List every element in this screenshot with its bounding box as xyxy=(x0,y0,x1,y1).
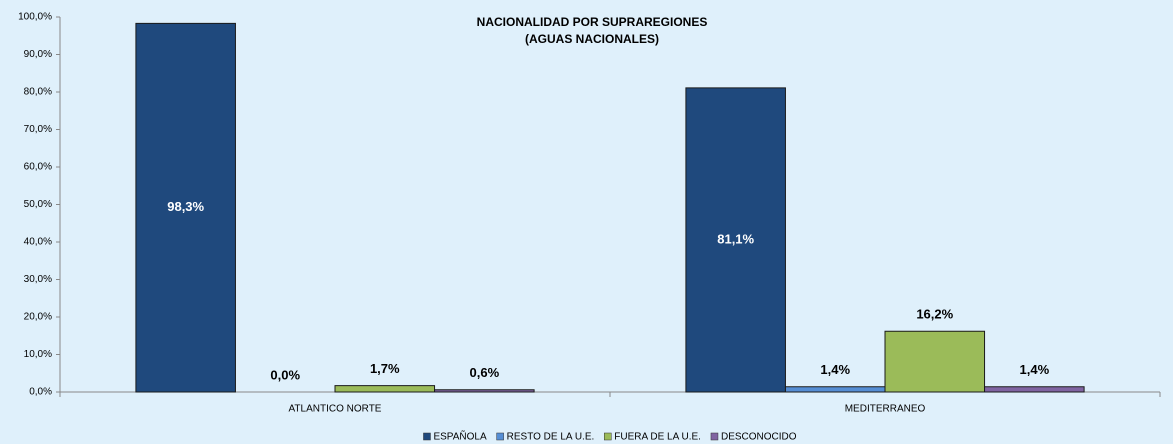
bar xyxy=(784,386,886,393)
bar xyxy=(434,389,535,393)
value-label: 1,4% xyxy=(1020,362,1050,377)
chart-title: NACIONALIDAD POR SUPRAREGIONES xyxy=(477,15,708,29)
value-label: 1,4% xyxy=(820,362,850,377)
legend-label: ESPAÑOLA xyxy=(433,430,486,443)
x-tick-label: MEDITERRANEO xyxy=(845,404,926,415)
bar xyxy=(685,87,786,393)
legend-label: RESTO DE LA U.E. xyxy=(507,432,595,443)
legend-swatch xyxy=(423,432,431,441)
y-tick-label: 10,0% xyxy=(24,349,52,360)
value-label: 16,2% xyxy=(916,307,953,322)
y-tick-label: 40,0% xyxy=(24,237,52,248)
value-label: 0,6% xyxy=(470,365,500,380)
legend-swatch xyxy=(604,432,612,441)
bar xyxy=(884,330,986,393)
bar xyxy=(135,22,236,393)
y-tick-label: 70,0% xyxy=(24,124,52,135)
bar xyxy=(334,385,436,393)
legend-swatch xyxy=(710,432,719,441)
y-tick-label: 90,0% xyxy=(24,49,52,60)
y-tick-label: 30,0% xyxy=(24,274,52,285)
x-tick-label: ATLANTICO NORTE xyxy=(289,404,382,415)
legend-swatch xyxy=(496,432,504,441)
bar xyxy=(984,386,1085,393)
y-tick-label: 50,0% xyxy=(24,199,52,210)
value-label: 0,0% xyxy=(270,367,300,382)
y-tick-label: 100,0% xyxy=(18,12,52,23)
value-label: 1,7% xyxy=(370,361,400,376)
legend-label: FUERA DE LA U.E. xyxy=(614,432,701,443)
value-label: 98,3% xyxy=(167,199,204,214)
chart-subtitle: (AGUAS NACIONALES) xyxy=(525,32,659,46)
y-tick-label: 0,0% xyxy=(29,387,52,398)
y-tick-label: 60,0% xyxy=(24,162,52,173)
y-tick-label: 20,0% xyxy=(24,312,52,323)
value-label: 81,1% xyxy=(717,231,754,246)
legend-label: DESCONOCIDO xyxy=(721,432,797,443)
y-tick-label: 80,0% xyxy=(24,87,52,98)
